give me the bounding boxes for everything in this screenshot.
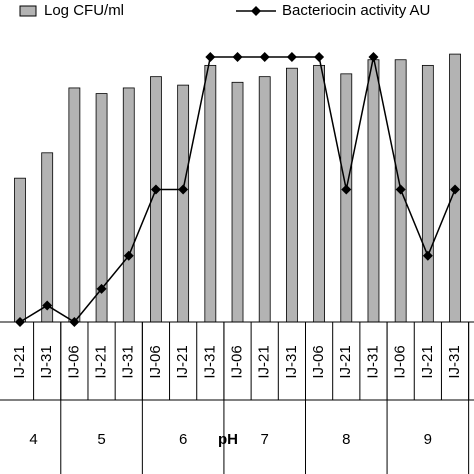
marker <box>96 283 107 294</box>
group-axis-label: pH <box>218 431 238 448</box>
x-tick-label: IJ-21 <box>174 345 191 378</box>
bar <box>340 73 353 323</box>
bar <box>204 64 217 323</box>
x-tick-label: IJ-31 <box>120 345 137 378</box>
bar <box>313 64 325 323</box>
x-tick-label: IJ-21 <box>256 345 273 378</box>
bar <box>14 177 26 323</box>
legend-label: Bacteriocin activity AU <box>282 2 430 19</box>
bar <box>367 59 380 323</box>
marker <box>422 250 433 261</box>
legend-label: Log CFU/ml <box>44 2 124 19</box>
marker <box>205 52 216 62</box>
x-tick-label: IJ-21 <box>337 345 354 378</box>
legend-swatch <box>19 5 37 17</box>
marker <box>259 52 270 62</box>
x-tick-label: IJ-21 <box>93 345 110 378</box>
x-tick-label: IJ-31 <box>38 345 55 378</box>
marker <box>232 52 243 62</box>
x-tick-label: IJ-21 <box>419 345 436 378</box>
x-tick-label: IJ-06 <box>147 345 164 378</box>
marker <box>286 52 297 62</box>
marker <box>450 184 461 195</box>
marker <box>368 52 379 62</box>
marker <box>150 184 161 195</box>
x-tick-label: IJ-31 <box>201 345 218 378</box>
x-tick-label: IJ-31 <box>283 345 300 378</box>
group-label: 5 <box>97 431 105 448</box>
bar <box>285 67 298 323</box>
marker <box>341 184 352 195</box>
marker <box>178 184 189 195</box>
x-tick-label: IJ-21 <box>11 345 28 378</box>
x-tick-label: IJ-06 <box>228 345 245 378</box>
group-label: 7 <box>261 431 269 448</box>
marker <box>123 250 134 261</box>
marker <box>395 184 406 195</box>
x-tick-label: IJ-06 <box>65 345 82 378</box>
marker <box>42 300 53 311</box>
x-tick-label: IJ-06 <box>310 345 327 378</box>
group-label: 9 <box>424 431 432 448</box>
bar <box>122 87 135 323</box>
bar <box>177 84 190 323</box>
x-tick-label: IJ-31 <box>446 345 463 378</box>
bar <box>421 64 434 323</box>
marker <box>314 52 325 62</box>
group-label: 4 <box>29 431 37 448</box>
bar <box>231 81 244 323</box>
x-tick-label: IJ-31 <box>364 345 381 378</box>
legend-marker <box>251 6 261 16</box>
bar <box>258 76 271 323</box>
bar <box>68 87 81 323</box>
group-label: 6 <box>179 431 187 448</box>
bar <box>41 152 54 323</box>
group-label: 8 <box>342 431 350 448</box>
x-tick-label: IJ-06 <box>392 345 409 378</box>
